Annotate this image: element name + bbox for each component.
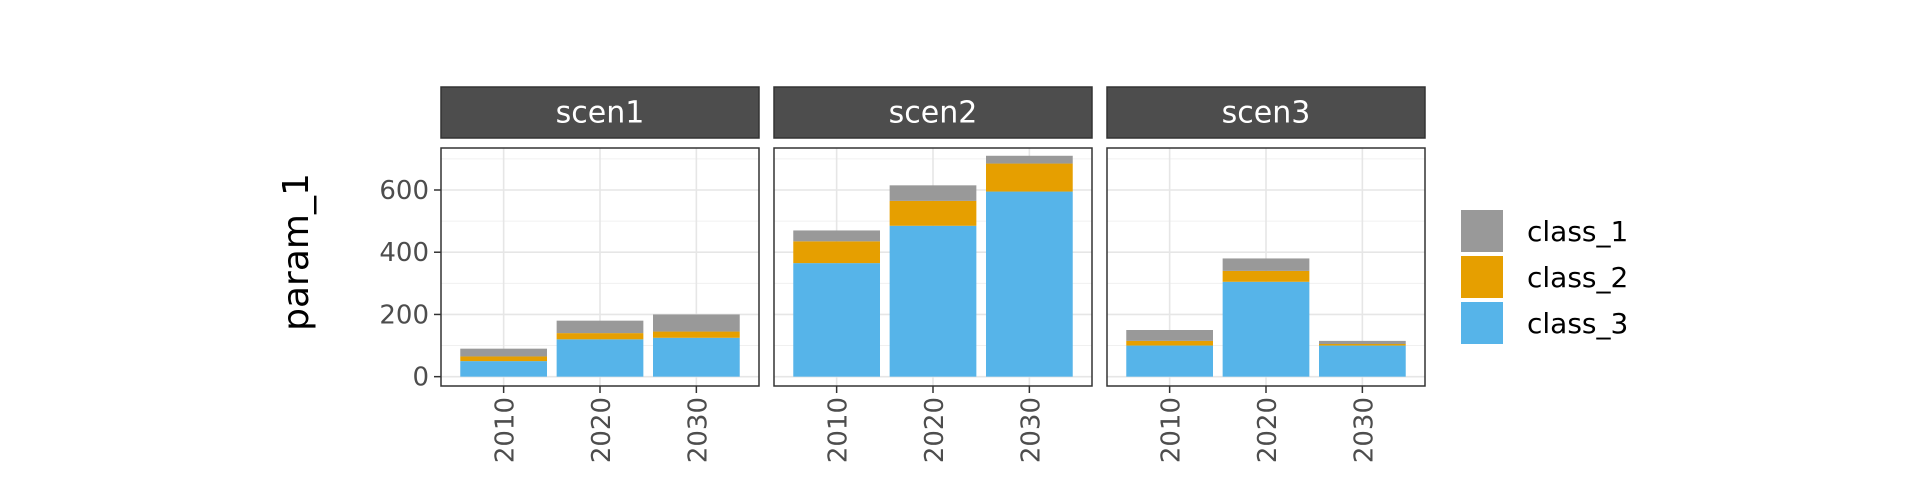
facet-strip: [1106, 86, 1426, 139]
bar-scen2-2020-class_1: [889, 185, 977, 201]
facet-strip-label: scen1: [556, 96, 645, 131]
x-tick-label: 2010: [824, 397, 854, 463]
facet-strip: [773, 86, 1093, 139]
bar-scen2-2010-class_3: [793, 263, 880, 377]
bar-scen3-2010-class_2: [1126, 340, 1213, 346]
y-tick-label: 400: [379, 238, 429, 268]
x-tick-label: 2020: [587, 397, 617, 463]
bar-scen3-2030-class_2: [1319, 344, 1406, 346]
facet-strip-label: scen2: [889, 96, 978, 131]
x-tick-label: 2030: [683, 397, 713, 463]
bar-scen3-2010-class_3: [1126, 345, 1213, 377]
bar-scen1-2010-class_1: [460, 348, 547, 357]
bar-scen1-2020-class_1: [556, 320, 644, 334]
legend-key-class_3: [1461, 302, 1503, 344]
bar-scen2-2020-class_3: [889, 225, 977, 377]
bar-scen3-2020-class_1: [1222, 258, 1310, 271]
legend-key-class_2: [1461, 256, 1503, 298]
bar-scen1-2020-class_2: [556, 333, 644, 340]
bar-scen3-2020-class_3: [1222, 281, 1310, 377]
bar-scen2-2020-class_2: [889, 200, 977, 226]
bar-scen2-2010-class_2: [793, 241, 880, 264]
y-axis-label: param_1: [276, 173, 317, 331]
x-tick-label: 2030: [1016, 397, 1046, 463]
facet-panels: scen1 2010 2020 2030 scen2 2010 2020 2030 scen3 2…: [440, 86, 1426, 463]
legend-key-class_1: [1461, 210, 1503, 252]
x-tick-label: 2020: [1253, 397, 1283, 463]
bar-scen1-2020-class_3: [556, 339, 644, 377]
bar-scen1-2030-class_3: [653, 337, 740, 377]
x-tick-label: 2020: [920, 397, 950, 463]
y-tick-label: 600: [379, 176, 429, 206]
facet-panel-scen2: scen2 2010 2020 2030: [773, 86, 1093, 463]
y-axis: 0 200 400 600: [379, 176, 441, 393]
x-tick-label: 2010: [491, 397, 521, 463]
x-tick-label: 2010: [1157, 397, 1187, 463]
y-tick-label: 0: [412, 363, 429, 393]
bar-scen1-2030-class_2: [653, 331, 740, 338]
bar-scen3-2030-class_1: [1319, 340, 1406, 344]
bar-scen3-2030-class_3: [1319, 345, 1406, 377]
bar-scen2-2030-class_3: [986, 191, 1073, 377]
bar-scen1-2010-class_3: [460, 361, 547, 377]
legend-label: class_1: [1527, 215, 1628, 248]
x-tick-label: 2030: [1349, 397, 1379, 463]
legend-label: class_3: [1527, 307, 1628, 340]
legend: class_1 class_2 class_3: [1461, 210, 1628, 344]
legend-label: class_2: [1527, 261, 1628, 294]
y-tick-label: 200: [379, 300, 429, 330]
bar-scen2-2010-class_1: [793, 230, 880, 242]
facet-panel-scen3: scen3 2010 2020 2030: [1106, 86, 1426, 463]
bar-scen3-2020-class_2: [1222, 270, 1310, 282]
facet-strip-label: scen3: [1222, 96, 1311, 131]
bar-scen2-2030-class_2: [986, 163, 1073, 192]
bar-scen1-2030-class_1: [653, 314, 740, 332]
facet-strip: [440, 86, 760, 139]
facet-panel-scen1: scen1 2010 2020 2030: [440, 86, 760, 463]
bar-scen2-2030-class_1: [986, 155, 1073, 164]
bar-scen1-2010-class_2: [460, 356, 547, 362]
bar-scen3-2010-class_1: [1126, 330, 1213, 341]
